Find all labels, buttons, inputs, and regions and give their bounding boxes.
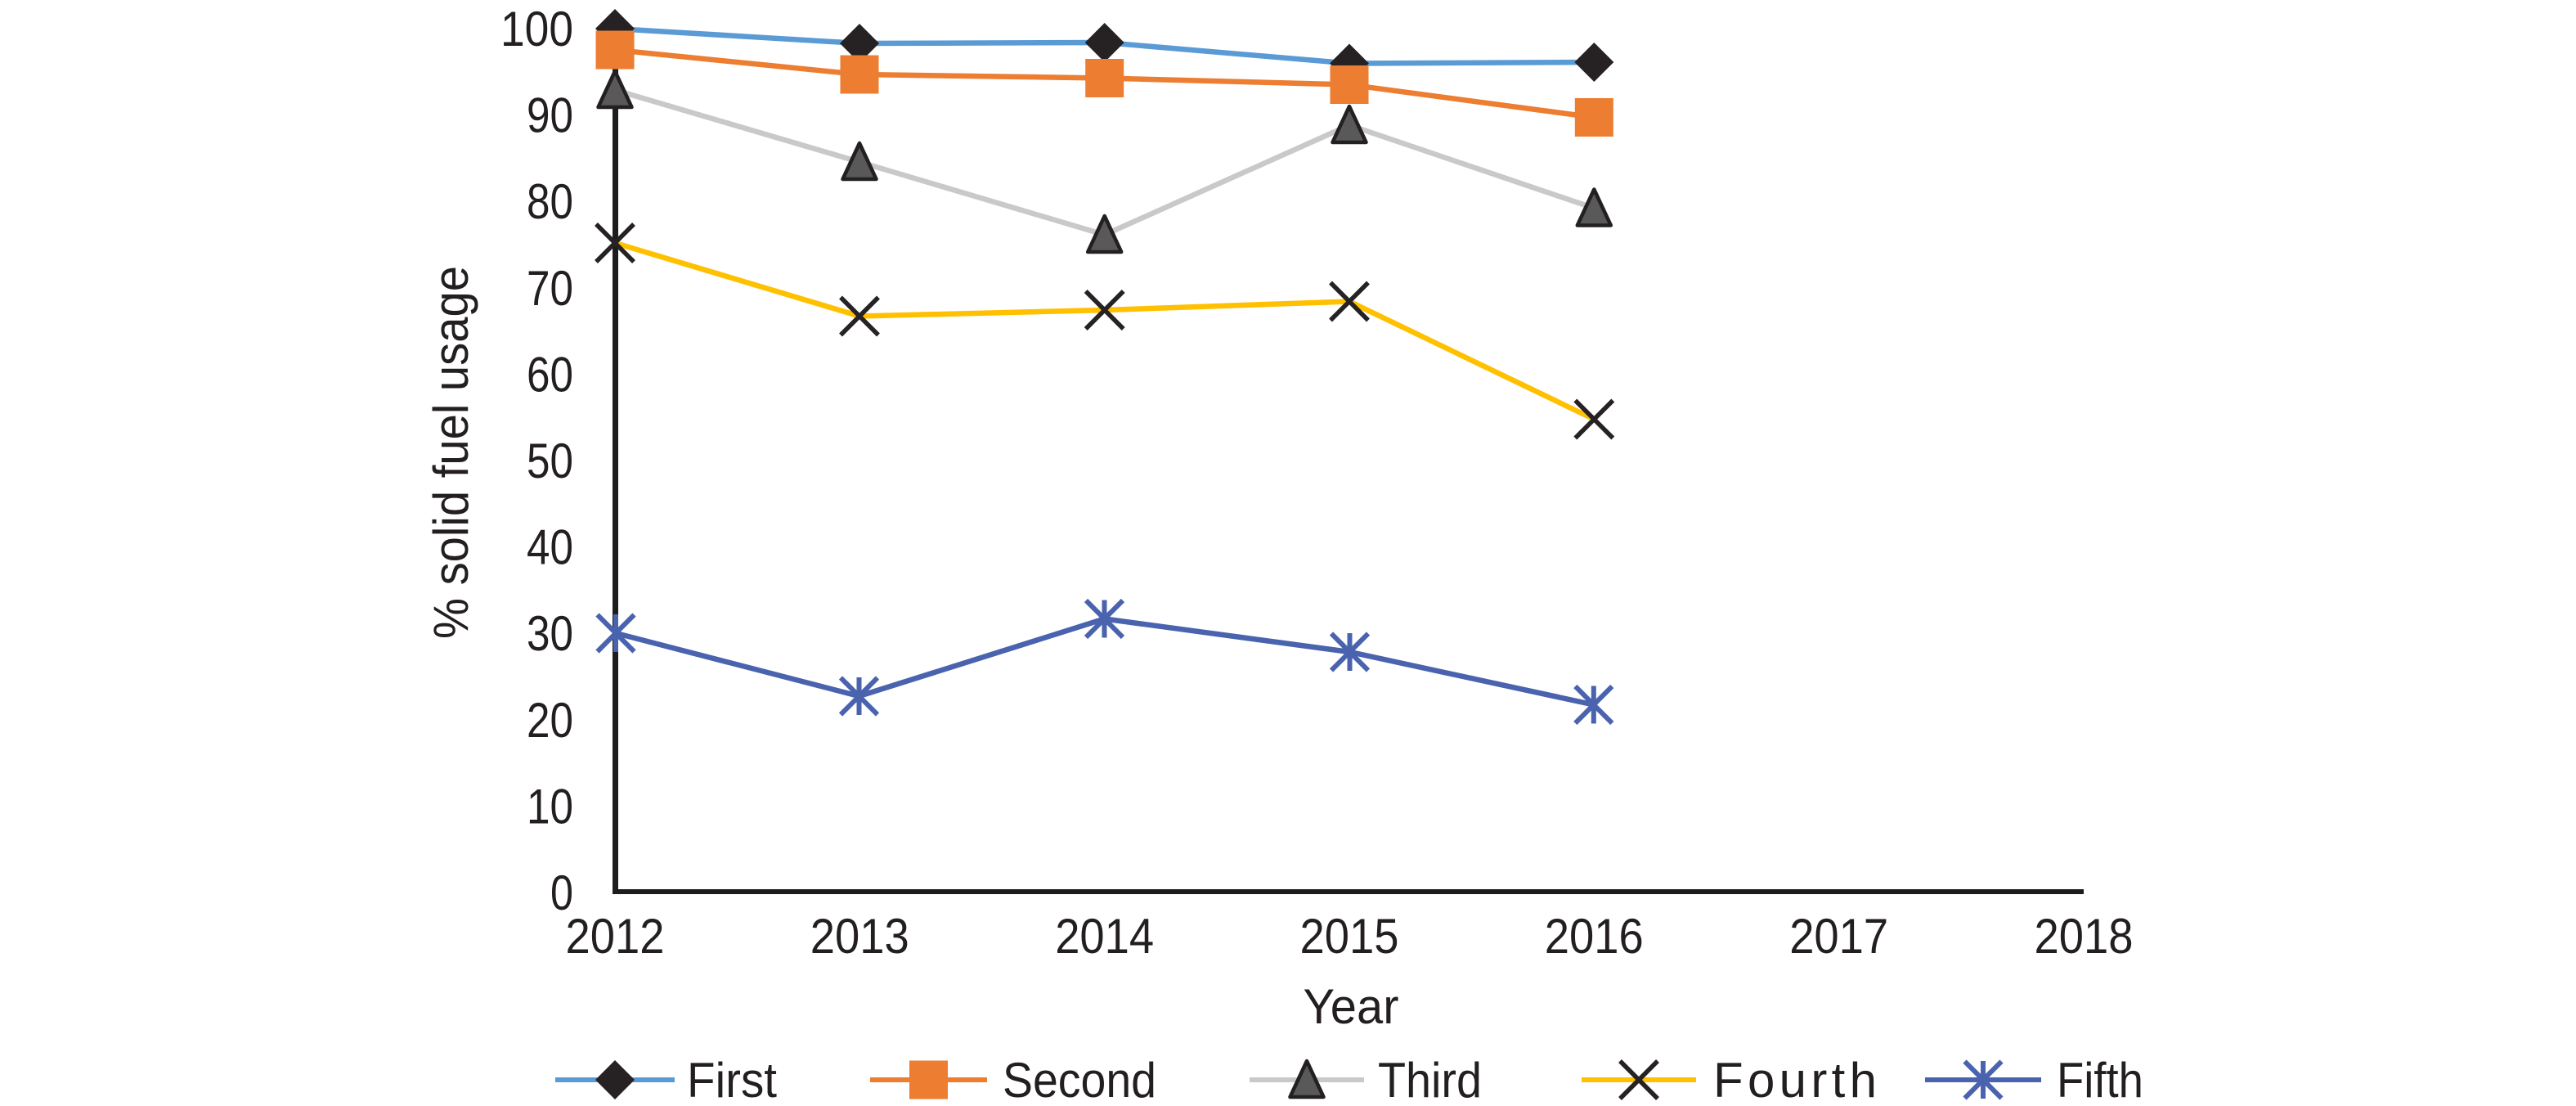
- svg-text:Third: Third: [1378, 1053, 1482, 1106]
- svg-text:60: 60: [527, 347, 573, 402]
- svg-text:0: 0: [550, 865, 573, 920]
- svg-text:30: 30: [527, 606, 573, 661]
- svg-text:70: 70: [527, 261, 573, 316]
- svg-text:2016: 2016: [1545, 909, 1644, 964]
- svg-text:2014: 2014: [1055, 909, 1154, 964]
- svg-text:20: 20: [527, 693, 573, 748]
- svg-text:First: First: [687, 1053, 777, 1106]
- svg-text:100: 100: [500, 2, 573, 56]
- svg-text:Year: Year: [1304, 979, 1399, 1034]
- svg-text:Fourth: Fourth: [1713, 1053, 1877, 1106]
- svg-text:Second: Second: [1003, 1053, 1156, 1106]
- svg-text:50: 50: [527, 434, 573, 488]
- svg-text:10: 10: [527, 779, 573, 834]
- svg-text:90: 90: [527, 88, 573, 143]
- svg-text:2018: 2018: [2035, 909, 2134, 964]
- svg-text:2017: 2017: [1789, 909, 1888, 964]
- svg-text:80: 80: [527, 174, 573, 229]
- svg-text:Fifth: Fifth: [2057, 1053, 2143, 1106]
- svg-text:2015: 2015: [1300, 909, 1399, 964]
- svg-text:% solid fuel usage: % solid fuel usage: [424, 266, 478, 639]
- svg-text:2012: 2012: [566, 909, 665, 964]
- svg-text:2013: 2013: [810, 909, 909, 964]
- svg-text:40: 40: [527, 520, 573, 575]
